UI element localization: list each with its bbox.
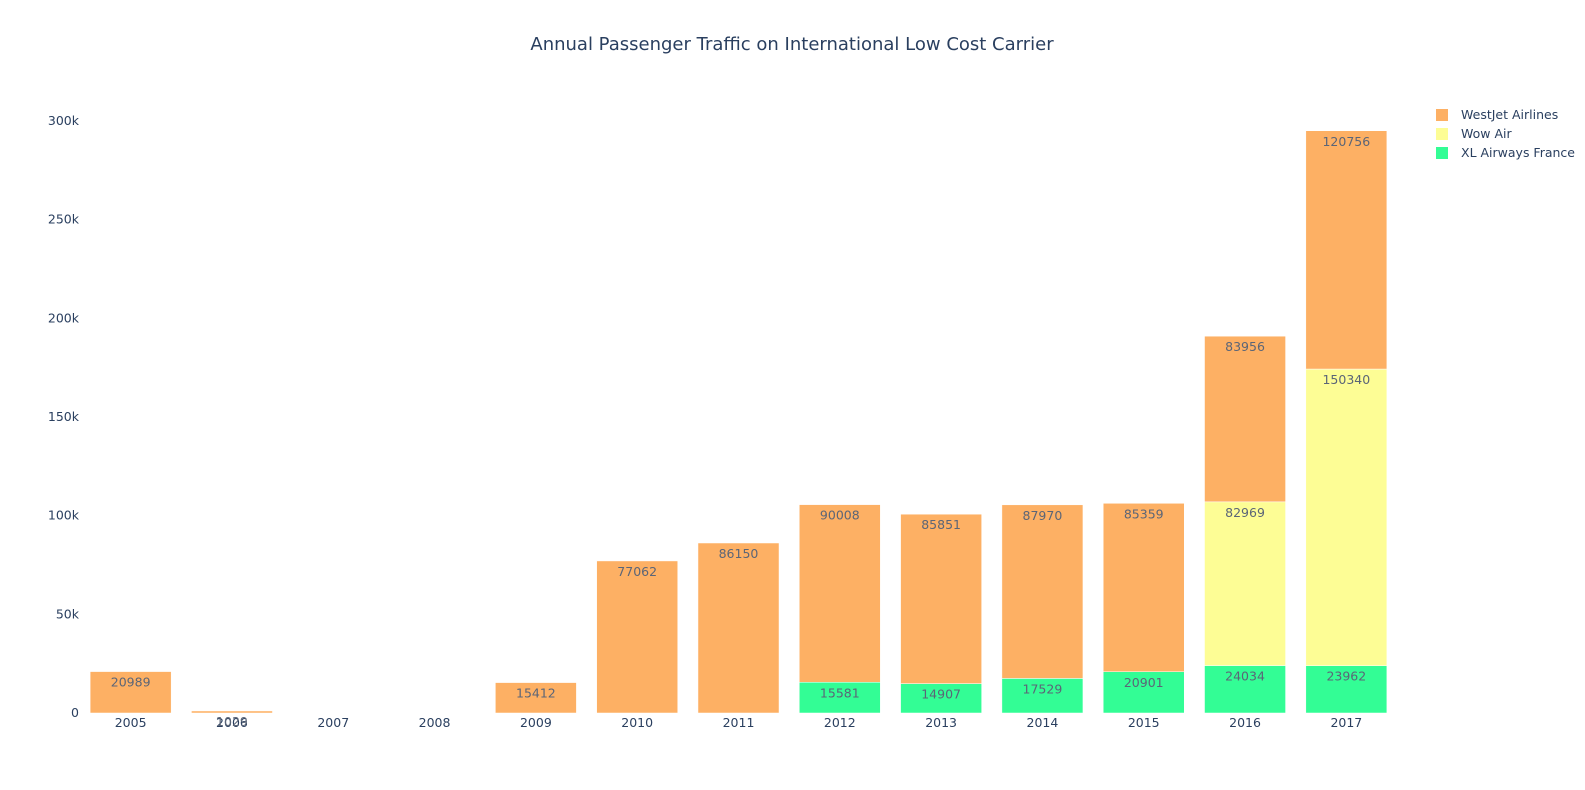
bar-value-label: 20989 <box>111 675 151 690</box>
legend[interactable]: WestJet Airlines Wow Air XL Airways France <box>1436 107 1575 160</box>
bar-xl-airways-france[interactable] <box>1102 671 1185 714</box>
legend-item[interactable]: XL Airways France <box>1436 145 1575 160</box>
x-tick-label: 2010 <box>621 715 653 730</box>
bar-westjet-airlines[interactable] <box>1102 503 1185 673</box>
x-tick-label: 2013 <box>925 715 957 730</box>
bar-value-label: 15581 <box>820 685 860 700</box>
bar-value-label: 83956 <box>1225 339 1265 354</box>
x-tick-label: 2006 <box>216 715 248 730</box>
bar-xl-airways-france[interactable] <box>1305 665 1388 714</box>
bar-westjet-airlines[interactable] <box>1204 335 1286 503</box>
bar-value-label: 86150 <box>719 546 759 561</box>
bar-value-label: 120756 <box>1322 134 1370 149</box>
bar-westjet-airlines[interactable] <box>596 560 678 714</box>
legend-item[interactable]: Wow Air <box>1436 126 1512 141</box>
x-tick-label: 2016 <box>1229 715 1261 730</box>
bar-westjet-airlines[interactable] <box>697 542 780 714</box>
bar-value-label: 87970 <box>1023 508 1063 523</box>
y-tick-label: 50k <box>56 606 80 621</box>
legend-label: XL Airways France <box>1461 145 1575 160</box>
x-tick-label: 2015 <box>1128 715 1160 730</box>
bar-westjet-airlines[interactable] <box>799 504 881 683</box>
x-tick-label: 2014 <box>1027 715 1059 730</box>
y-tick-label: 150k <box>48 409 80 424</box>
bar-westjet-airlines[interactable] <box>1305 130 1388 370</box>
bar-value-label: 15412 <box>516 686 556 701</box>
legend-label: Wow Air <box>1461 126 1512 141</box>
y-tick-label: 250k <box>48 212 80 227</box>
x-tick-label: 2012 <box>824 715 856 730</box>
bar-value-label: 90008 <box>820 508 860 523</box>
bar-xl-airways-france[interactable] <box>799 682 881 714</box>
legend-swatch <box>1436 128 1448 140</box>
bar-value-label: 150340 <box>1322 372 1370 387</box>
legend-item[interactable]: WestJet Airlines <box>1436 107 1558 122</box>
x-tick-label: 2008 <box>419 715 451 730</box>
x-tick-label: 2017 <box>1330 715 1362 730</box>
bar-value-label: 14907 <box>921 687 961 702</box>
bar-westjet-airlines[interactable] <box>191 710 273 714</box>
bar-value-label: 20901 <box>1124 675 1164 690</box>
bar-westjet-airlines[interactable] <box>900 513 982 684</box>
x-tick-label: 2005 <box>115 715 147 730</box>
x-tick-label: 2007 <box>317 715 349 730</box>
x-tick-label: 2011 <box>723 715 755 730</box>
bars <box>89 130 1388 714</box>
legend-swatch <box>1436 109 1448 121</box>
bar-westjet-airlines[interactable] <box>89 671 172 714</box>
bar-value-label: 77062 <box>617 564 657 579</box>
bar-value-label: 17529 <box>1023 681 1063 696</box>
bar-xl-airways-france[interactable] <box>900 683 982 714</box>
y-tick-label: 0 <box>71 705 79 720</box>
x-tick-label: 2009 <box>520 715 552 730</box>
bar-labels: 15581 14907 17529 20901 24034 23962 82969 15034… <box>111 134 1370 729</box>
bar-value-label: 82969 <box>1225 505 1265 520</box>
bar-wow-air[interactable] <box>1305 368 1388 666</box>
x-axis: 2005 2006 2007 2008 2009 2010 2011 2012 2013 2014… <box>115 715 1363 730</box>
bar-westjet-airlines[interactable] <box>495 682 577 714</box>
bar-wow-air[interactable] <box>1204 501 1286 666</box>
bar-value-label: 85851 <box>921 517 961 532</box>
y-tick-label: 300k <box>48 113 80 128</box>
bar-westjet-airlines[interactable] <box>1001 504 1084 679</box>
y-axis: 0 50k 100k 150k 200k 250k 300k <box>48 113 80 720</box>
legend-label: WestJet Airlines <box>1461 107 1558 122</box>
bar-value-label: 24034 <box>1225 669 1265 684</box>
y-tick-label: 100k <box>48 508 80 523</box>
chart-title: Annual Passenger Traffic on Internationa… <box>530 34 1054 55</box>
y-tick-label: 200k <box>48 310 80 325</box>
bar-value-label: 23962 <box>1326 669 1366 684</box>
bar-xl-airways-france[interactable] <box>1001 678 1084 714</box>
legend-swatch <box>1436 147 1448 159</box>
bar-value-label: 1029 <box>216 714 248 729</box>
bar-value-label: 85359 <box>1124 506 1164 521</box>
